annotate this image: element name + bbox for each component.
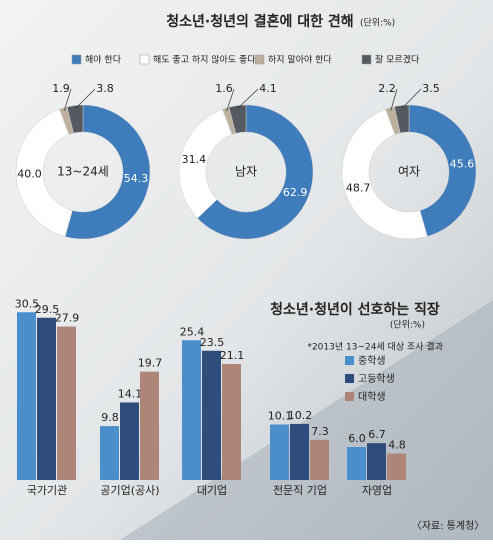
legend-label: 해도 좋고 하지 않아도 좋다 [153, 55, 256, 66]
value-label: 27.9 [55, 312, 80, 325]
value-label: 7.3 [311, 425, 329, 438]
legend-label: 잘 모르겠다 [375, 54, 420, 66]
x-tick-label: 전문직 기업 [273, 484, 327, 497]
bar [270, 424, 289, 480]
legend-label: 고등학생 [358, 373, 395, 385]
donut-slice [197, 104, 314, 240]
legend-swatch [361, 54, 372, 65]
x-tick-label: 공기업(공사) [100, 484, 159, 497]
value-label: 9.8 [101, 411, 119, 424]
legend-label: 해야 한다 [85, 55, 122, 66]
leader-line [226, 88, 235, 112]
value-label: 6.7 [368, 428, 386, 441]
bar-note: *2013년 13~24세 대상 조사 결과 [307, 342, 443, 353]
donut-slice [178, 108, 233, 219]
donut-title: 청소년·청년의 결혼에 대한 견해 [166, 13, 353, 30]
bar [140, 371, 159, 480]
value-label: 14.1 [118, 387, 143, 400]
source: 〈자료: 통계청〉 [412, 520, 485, 532]
value-label: 1.9 [52, 82, 70, 95]
bar [202, 350, 221, 480]
value-label: 40.0 [17, 167, 42, 180]
value-label: 4.1 [259, 82, 277, 95]
value-label: 54.3 [124, 172, 149, 185]
x-tick-label: 국가기관 [27, 484, 67, 497]
value-label: 23.5 [200, 336, 225, 349]
value-label: 29.5 [35, 303, 60, 316]
value-label: 4.8 [388, 439, 406, 452]
value-label: 2.2 [378, 82, 396, 95]
value-label: 1.6 [215, 82, 233, 95]
leader-line [401, 88, 422, 109]
donut-slice [64, 104, 151, 240]
bar [100, 426, 119, 480]
legend-swatch [71, 54, 82, 65]
donut-center-label: 남자 [235, 165, 257, 179]
value-label: 45.6 [450, 158, 475, 171]
donut-slice [408, 104, 477, 237]
x-tick-label: 대기업 [197, 484, 227, 497]
bar [120, 402, 139, 480]
donut-slice [341, 108, 428, 240]
value-label: 31.4 [182, 153, 207, 166]
legend-label: 하지 말아야 한다 [268, 54, 332, 66]
x-tick-label: 자영업 [362, 484, 392, 497]
bar [222, 363, 241, 480]
bar-title: 청소년·청년이 선호하는 직장 [270, 301, 440, 318]
legend-swatch [345, 356, 354, 365]
legend-label: 대학생 [358, 391, 386, 403]
donut-slice [66, 104, 84, 134]
bar [347, 447, 366, 480]
value-label: 10.2 [288, 409, 313, 422]
value-label: 62.9 [283, 186, 308, 199]
value-label: 3.5 [422, 82, 440, 95]
donut-center-label: 여자 [398, 165, 420, 179]
bar [310, 439, 329, 480]
legend-swatch [345, 392, 354, 401]
legend-swatch [139, 54, 150, 65]
bar [367, 443, 386, 480]
value-label: 6.0 [348, 432, 366, 445]
legend-swatch [254, 54, 265, 65]
bar [37, 317, 56, 480]
bar [182, 340, 201, 480]
value-label: 21.1 [220, 349, 245, 362]
donut-center-label: 13~24세 [57, 165, 109, 179]
value-label: 25.4 [180, 325, 205, 338]
legend-label: 중학생 [358, 355, 386, 367]
bar [290, 423, 309, 480]
leader-line [75, 88, 96, 109]
donut-unit: (단위:%) [360, 18, 395, 29]
bar [57, 326, 76, 480]
leader-line [63, 88, 72, 111]
leader-line [237, 88, 259, 109]
donut-slice [15, 108, 73, 237]
donut-slice [394, 104, 410, 134]
leader-line [390, 88, 398, 111]
value-label: 48.7 [346, 182, 371, 195]
bar-unit: (단위:%) [390, 320, 425, 331]
bar [17, 312, 36, 480]
legend-swatch [345, 374, 354, 383]
bar [387, 453, 406, 480]
donut-slice [228, 104, 247, 134]
value-label: 10.1 [268, 409, 293, 422]
value-label: 30.5 [15, 297, 40, 310]
value-label: 19.7 [138, 357, 163, 370]
value-label: 3.8 [96, 82, 114, 95]
